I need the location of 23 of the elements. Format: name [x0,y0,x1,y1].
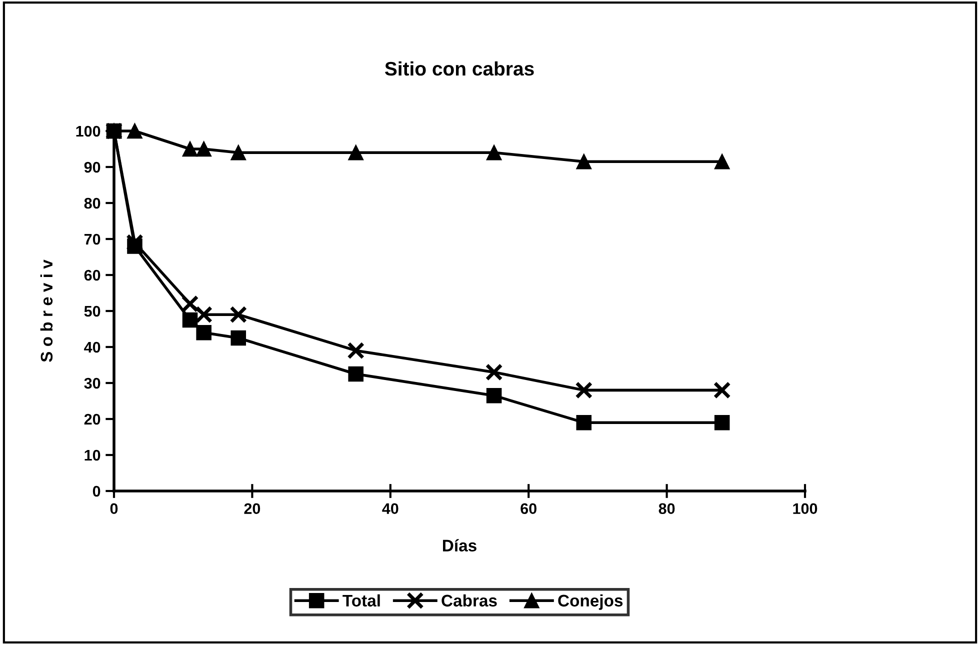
x-axis-title: Días [443,539,476,552]
legend-label: Conejos [558,594,623,610]
y-tick-label: 10 [84,450,100,461]
y-tick-label: 100 [76,126,100,137]
y-tick-label: 90 [84,162,100,173]
legend-label: Total [342,594,380,607]
y-tick-label: 50 [84,306,100,317]
x-tick-label: 40 [382,503,398,514]
x-tick-label: 60 [520,503,536,514]
chart-title: Sitio con cabras [384,61,534,76]
y-tick-label: 80 [84,198,100,209]
y-tick-label: 30 [84,378,100,389]
y-tick-label: 0 [92,486,100,497]
legend-label: Cabras [442,594,497,607]
x-tick-label: 0 [110,503,118,514]
y-tick-label: 20 [84,414,100,425]
x-tick-label: 100 [793,503,818,514]
y-axis-title: S o b r e v i v [40,260,53,362]
x-tick-label: 20 [244,503,260,514]
y-tick-label: 60 [84,270,100,281]
y-tick-label: 40 [84,342,100,353]
y-tick-label: 70 [84,234,100,245]
x-tick-label: 80 [658,503,675,514]
